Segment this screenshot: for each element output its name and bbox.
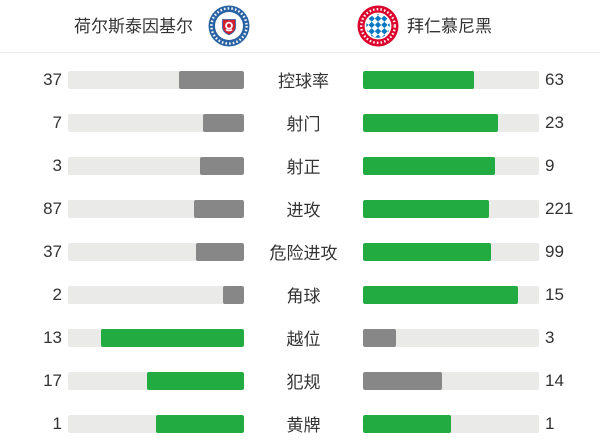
stat-row: 13 越位 3: [0, 316, 600, 359]
home-value: 2: [52, 285, 62, 304]
stat-row: 37 危险进攻 99: [0, 230, 600, 273]
home-bar-fill: [156, 414, 244, 433]
home-team-name: 荷尔斯泰因基尔: [74, 16, 193, 36]
stat-label: 进攻: [286, 201, 321, 220]
away-value: 99: [545, 242, 564, 261]
away-team[interactable]: 拜仁慕尼黑: [300, 0, 600, 52]
home-value: 7: [52, 113, 62, 132]
away-value: 63: [545, 70, 564, 89]
stat-row: 37 控球率 63: [0, 58, 600, 101]
away-bar-fill: [363, 371, 443, 390]
home-bar-fill: [223, 285, 244, 304]
away-team-name: 拜仁慕尼黑: [407, 16, 492, 36]
away-value: 221: [545, 199, 574, 218]
away-team-logo-icon: [357, 5, 399, 47]
stat-label: 犯规: [286, 373, 321, 392]
home-bar: [68, 328, 244, 347]
stat-label: 危险进攻: [269, 244, 338, 263]
home-value: 37: [43, 70, 62, 89]
home-value: 1: [52, 414, 62, 433]
home-bar: [68, 242, 244, 261]
home-bar-fill: [178, 70, 244, 89]
away-value: 3: [545, 328, 555, 347]
home-bar: [68, 156, 244, 175]
home-bar: [68, 414, 244, 433]
stat-label: 射门: [286, 115, 321, 134]
away-bar-fill: [363, 285, 519, 304]
home-bar: [68, 113, 244, 132]
away-bar-fill: [363, 156, 495, 175]
home-value: 3: [52, 156, 62, 175]
away-bar-fill: [363, 414, 451, 433]
home-bar-fill: [196, 242, 244, 261]
away-bar-fill: [363, 70, 474, 89]
stat-row: 3 射正 9: [0, 144, 600, 187]
home-bar: [68, 199, 244, 218]
stats-list: 37 控球率 63 7 射门 23 3 射正 9 87: [0, 53, 600, 445]
home-team[interactable]: 荷尔斯泰因基尔: [0, 0, 300, 52]
away-value: 15: [545, 285, 564, 304]
home-value: 37: [43, 242, 62, 261]
away-bar: [363, 328, 539, 347]
away-bar-fill: [363, 328, 396, 347]
home-bar: [68, 285, 244, 304]
home-value: 87: [43, 199, 62, 218]
home-bar-fill: [194, 199, 244, 218]
home-bar: [68, 371, 244, 390]
home-team-logo-icon: [208, 5, 250, 47]
stat-row: 1 黄牌 1: [0, 402, 600, 445]
stat-row: 7 射门 23: [0, 101, 600, 144]
home-value: 17: [43, 371, 62, 390]
stat-row: 17 犯规 14: [0, 359, 600, 402]
home-bar-fill: [200, 156, 244, 175]
away-bar: [363, 414, 539, 433]
home-value: 13: [43, 328, 62, 347]
home-bar: [68, 70, 244, 89]
stat-label: 射正: [286, 158, 321, 177]
stat-label: 黄牌: [286, 416, 321, 435]
stat-row: 2 角球 15: [0, 273, 600, 316]
stat-label: 越位: [286, 330, 321, 349]
away-bar: [363, 156, 539, 175]
away-value: 1: [545, 414, 555, 433]
stat-label: 控球率: [278, 72, 329, 91]
stat-row: 87 进攻 221: [0, 187, 600, 230]
away-value: 23: [545, 113, 564, 132]
home-bar-fill: [147, 371, 244, 390]
away-value: 9: [545, 156, 555, 175]
away-bar-fill: [363, 199, 490, 218]
away-bar: [363, 371, 539, 390]
away-bar: [363, 285, 539, 304]
away-bar: [363, 242, 539, 261]
home-bar-fill: [202, 113, 244, 132]
home-bar-fill: [101, 328, 244, 347]
header: 荷尔斯泰因基尔: [0, 0, 600, 53]
away-bar-fill: [363, 113, 498, 132]
away-bar: [363, 70, 539, 89]
stat-label: 角球: [286, 287, 321, 306]
away-bar-fill: [363, 242, 492, 261]
away-bar: [363, 113, 539, 132]
away-value: 14: [545, 371, 564, 390]
away-bar: [363, 199, 539, 218]
